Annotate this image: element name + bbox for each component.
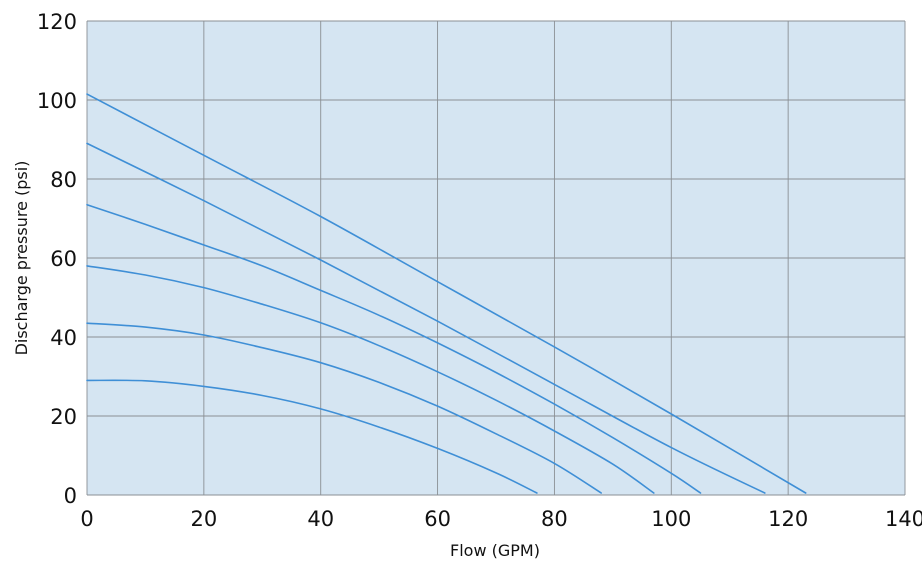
y-tick-label: 0: [64, 484, 77, 508]
x-tick-label: 80: [541, 507, 568, 531]
y-axis-label: Discharge pressure (psi): [12, 161, 31, 356]
x-tick-label: 40: [307, 507, 334, 531]
x-tick-label: 120: [768, 507, 808, 531]
series-line-5: [86, 142, 766, 494]
y-tick-labels: 0 20 40 60 80 100 120: [37, 10, 77, 508]
x-tick-label: 100: [651, 507, 691, 531]
y-tick-label: 60: [50, 247, 77, 271]
x-tick-label: 60: [424, 507, 451, 531]
x-axis-label: Flow (GPM): [450, 541, 540, 560]
series-line-1: [86, 379, 538, 494]
y-tick-label: 20: [50, 405, 77, 429]
x-tick-labels: 0 20 40 60 80 100 120 140: [80, 507, 922, 531]
y-tick-label: 100: [37, 89, 77, 113]
series-line-2: [86, 322, 602, 494]
series-line-6: [86, 93, 807, 494]
series-line-4: [86, 203, 702, 494]
y-tick-label: 120: [37, 10, 77, 34]
grid-lines: [86, 20, 906, 496]
x-tick-label: 140: [885, 507, 922, 531]
series-line-3: [86, 265, 655, 494]
y-tick-label: 40: [50, 326, 77, 350]
y-tick-label: 80: [50, 168, 77, 192]
x-tick-label: 20: [190, 507, 217, 531]
x-tick-label: 0: [80, 507, 93, 531]
series-lines: [86, 93, 807, 494]
